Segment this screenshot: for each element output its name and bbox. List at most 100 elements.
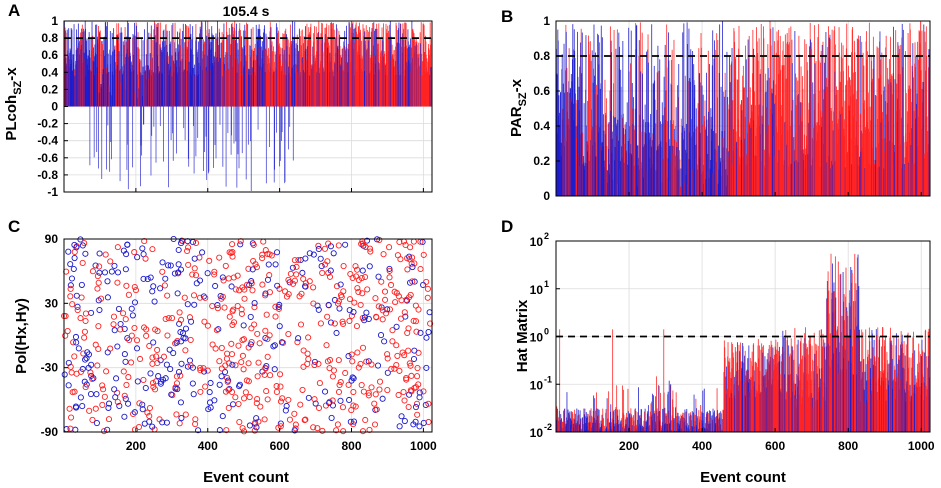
axes-box [555, 20, 931, 197]
scatter-point [384, 351, 391, 358]
scatter-point [416, 423, 423, 430]
scatter-point [377, 332, 385, 339]
scatter-point [177, 372, 184, 379]
scatter-point [321, 245, 329, 252]
scatter-point [150, 339, 157, 346]
scatter-point [396, 367, 403, 374]
scatter-point [159, 259, 166, 266]
x-tick-label: 200 [619, 439, 639, 453]
scatter-point [271, 342, 278, 349]
scatter-point [225, 404, 232, 412]
scatter-point [168, 315, 176, 322]
scatter-point [275, 424, 282, 431]
scatter-point [244, 281, 251, 288]
scatter-point [228, 340, 235, 347]
scatter-point [66, 405, 73, 412]
scatter-point [129, 312, 136, 319]
scatter-point [402, 241, 409, 249]
scatter-point [359, 344, 367, 351]
scatter-point [302, 283, 309, 290]
scatter-point [417, 329, 424, 336]
scatter-point [223, 427, 230, 434]
scatter-point [315, 245, 322, 253]
scatter-point [64, 327, 71, 335]
scatter-point [131, 299, 139, 306]
scatter-point [224, 378, 231, 385]
scatter-point [351, 299, 358, 306]
scatter-point [131, 324, 138, 332]
scatter-point [252, 261, 259, 268]
scatter-point [371, 400, 378, 407]
scatter-point [287, 270, 294, 277]
scatter-point [181, 294, 188, 301]
scatter-point [350, 388, 357, 396]
y-tick-label: 10 [530, 235, 544, 249]
scatter-point [337, 397, 344, 404]
scatter-point [87, 391, 95, 398]
scatter-point [73, 339, 80, 346]
scatter-point [121, 325, 128, 332]
scatter-point [96, 306, 103, 314]
scatter-point [112, 394, 119, 401]
scatter-point [182, 411, 189, 418]
y-tick-exponent: 2 [544, 231, 549, 241]
scatter-point [357, 301, 364, 308]
scatter-point [249, 266, 256, 273]
scatter-point [125, 291, 132, 298]
scatter-point [68, 275, 75, 282]
scatter-point [99, 382, 106, 389]
scatter-point [362, 416, 369, 424]
scatter-point [128, 359, 135, 366]
scatter-point [130, 410, 137, 418]
scatter-point [420, 419, 427, 426]
scatter-point [407, 291, 414, 298]
scatter-point [333, 283, 341, 290]
scatter-point [69, 301, 76, 308]
scatter-point [340, 428, 347, 435]
scatter-point [201, 318, 208, 325]
y-tick-label: -30 [41, 361, 59, 375]
scatter-point [327, 243, 334, 250]
scatter-point [178, 316, 185, 323]
panel-c-axes [63, 238, 433, 433]
scatter-point [167, 262, 174, 269]
scatter-point [262, 327, 269, 334]
scatter-point [261, 416, 268, 423]
scatter-point [305, 334, 312, 341]
scatter-point [322, 388, 329, 395]
scatter-point [386, 244, 393, 251]
scatter-point [153, 353, 160, 360]
scatter-point [401, 309, 408, 316]
scatter-point [121, 351, 128, 358]
scatter-point [365, 389, 372, 396]
scatter-point [199, 249, 206, 256]
scatter-point [149, 354, 156, 361]
scatter-point [218, 344, 225, 352]
scatter-point [411, 278, 418, 285]
scatter-point [373, 313, 380, 320]
scatter-point [420, 281, 427, 288]
panel-a-ylabel: PLcohSZ-x [3, 67, 24, 141]
scatter-point [139, 245, 146, 252]
scatter-point [346, 396, 353, 404]
scatter-point [174, 290, 181, 297]
scatter-point [300, 275, 307, 282]
y-tick-exponent: -2 [544, 422, 552, 432]
scatter-point [72, 403, 79, 410]
scatter-point [273, 388, 280, 395]
scatter-point [242, 389, 249, 396]
scatter-point [399, 349, 406, 356]
scatter-point [219, 413, 226, 420]
scatter-point [352, 403, 359, 410]
scatter-point [92, 405, 99, 412]
scatter-point [425, 400, 432, 407]
scatter-point [142, 384, 149, 392]
scatter-point [186, 314, 193, 321]
scatter-point [310, 284, 317, 291]
scatter-point [237, 241, 244, 248]
scatter-point [425, 329, 432, 336]
scatter-point [277, 383, 284, 390]
scatter-point [204, 270, 211, 277]
scatter-point [305, 394, 312, 401]
scatter-point [250, 241, 257, 248]
